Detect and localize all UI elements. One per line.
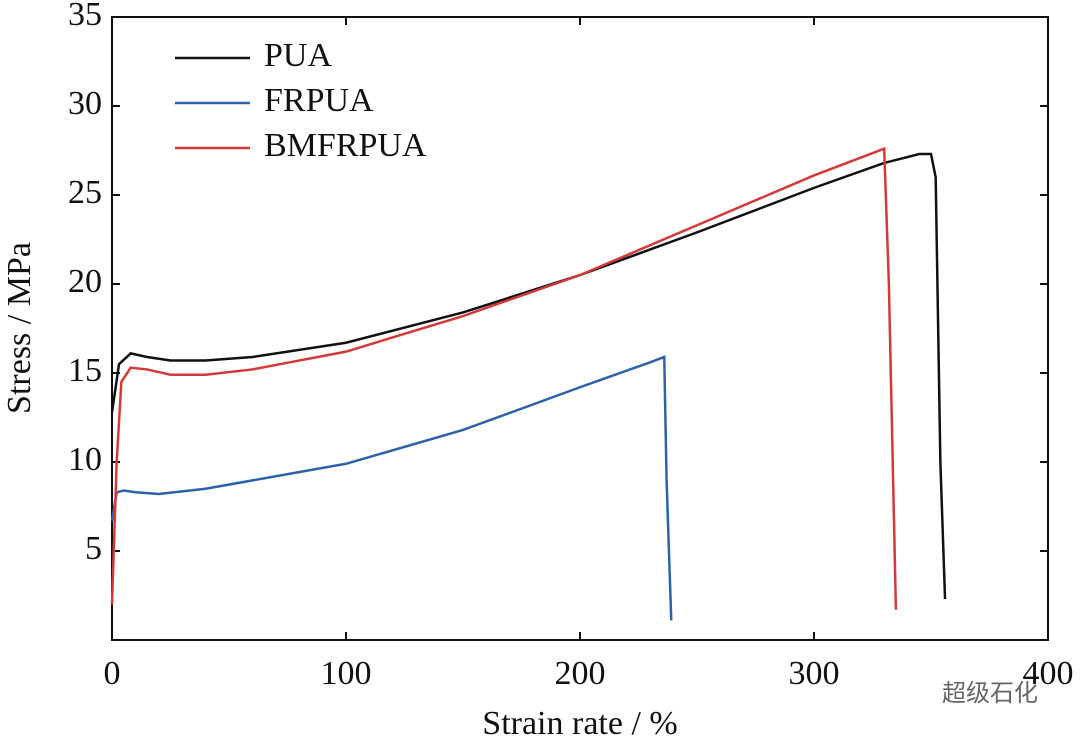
- y-tick-label: 10: [68, 441, 102, 478]
- x-tick-label: 300: [789, 655, 840, 692]
- y-tick-label: 30: [68, 85, 102, 122]
- y-tick-label: 35: [68, 0, 102, 33]
- x-tick-label: 400: [1023, 655, 1074, 692]
- y-tick-label: 15: [68, 352, 102, 389]
- plot-frame: [111, 16, 1049, 641]
- line-series: [110, 355, 673, 621]
- y-tick-label: 5: [85, 530, 102, 567]
- y-axis-label: Stress / MPa: [1, 242, 38, 414]
- x-axis-label: Strain rate / %: [482, 705, 677, 742]
- legend-label: BMFRPUA: [264, 127, 427, 164]
- line-series: [110, 146, 898, 610]
- watermark: 超级石化: [942, 679, 1038, 707]
- line-series: [110, 152, 947, 600]
- x-tick-label: 200: [555, 655, 606, 692]
- y-tick-label: 25: [68, 174, 102, 211]
- x-tick-label: 0: [104, 655, 121, 692]
- legend-label: FRPUA: [264, 82, 374, 119]
- x-tick-label: 100: [321, 655, 372, 692]
- y-tick-label: 20: [68, 263, 102, 300]
- legend-label: PUA: [264, 37, 332, 74]
